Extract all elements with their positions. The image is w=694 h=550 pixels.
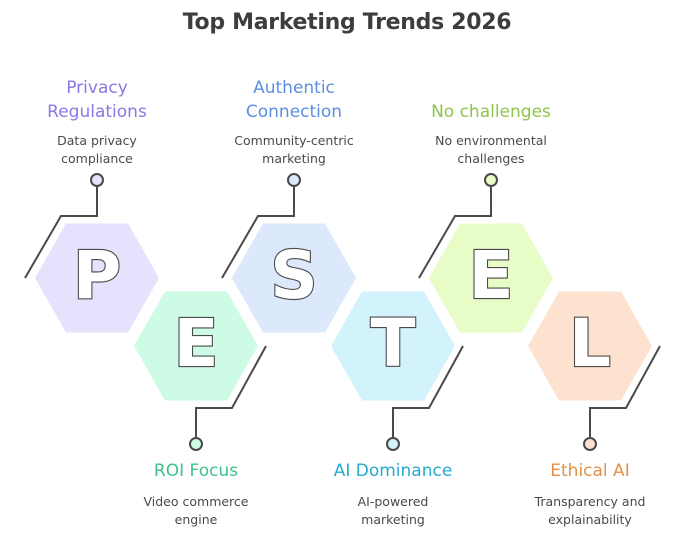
factor-label-4: No challenges No environmental challenges	[396, 100, 586, 168]
factor-s-2: S	[221, 173, 356, 333]
connector-line	[24, 186, 98, 279]
diagram-title: Top Marketing Trends 2026	[182, 10, 512, 35]
hexagon	[134, 291, 258, 401]
factor-description: AI-powered marketing	[357, 494, 429, 527]
factor-label-5: Ethical AI Transparency and explainabilit…	[495, 459, 685, 529]
hexagon	[232, 223, 356, 333]
factor-l-5: L	[528, 291, 661, 451]
connector-dot-icon	[287, 173, 301, 187]
factor-label-0: Privacy Regulations Data privacy complian…	[2, 76, 192, 168]
factor-letter: E	[468, 237, 513, 314]
factor-heading: ROI Focus	[153, 461, 239, 481]
factor-description: No environmental challenges	[435, 133, 547, 166]
factor-letter: P	[73, 237, 121, 314]
connector-line	[392, 345, 464, 438]
factor-letter: T	[370, 305, 415, 382]
connector-dot-icon	[484, 173, 498, 187]
factor-label-1: ROI Focus Video commerce engine	[101, 459, 291, 529]
hexagon	[35, 223, 159, 333]
factor-e-4: E	[418, 173, 553, 333]
factor-heading: Privacy Regulations	[47, 78, 147, 122]
factor-letter: S	[270, 237, 318, 314]
factor-description: Video commerce engine	[143, 494, 249, 527]
hexagon	[331, 291, 455, 401]
factor-label-3: AI Dominance AI-powered marketing	[298, 459, 488, 529]
connector-dot-icon	[583, 437, 597, 451]
connector-dot-icon	[90, 173, 104, 187]
factor-description: Data privacy compliance	[57, 133, 137, 166]
factor-heading: No challenges	[431, 102, 551, 122]
connector-line	[418, 186, 492, 279]
connector-line	[221, 186, 295, 279]
factor-letter: E	[173, 305, 218, 382]
factor-description: Community-centric marketing	[234, 133, 354, 166]
factor-t-3: T	[331, 291, 464, 451]
connector-dot-icon	[386, 437, 400, 451]
connector-line	[589, 345, 661, 438]
factor-e-1: E	[134, 291, 267, 451]
factor-heading: AI Dominance	[333, 461, 453, 481]
factor-letter: L	[569, 305, 611, 382]
hexagon	[429, 223, 553, 333]
connector-dot-icon	[189, 437, 203, 451]
hexagon	[528, 291, 652, 401]
factor-heading: Ethical AI	[550, 461, 630, 481]
factor-label-2: Authentic Connection Community-centric ma…	[199, 76, 389, 168]
factor-heading: Authentic Connection	[245, 78, 343, 122]
factor-p-0: P	[24, 173, 159, 333]
connector-line	[195, 345, 267, 438]
factor-description: Transparency and explainability	[534, 494, 646, 527]
